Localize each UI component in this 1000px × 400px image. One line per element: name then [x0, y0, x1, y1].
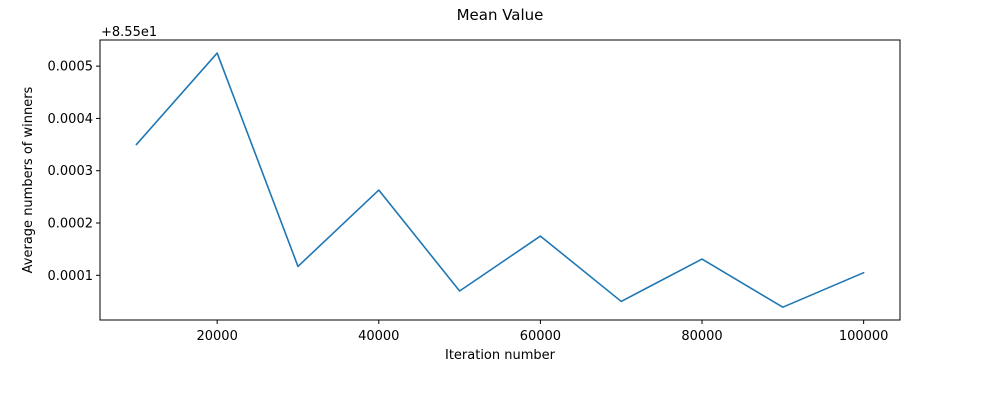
x-tick-label: 20000: [196, 329, 237, 344]
x-tick-label: 60000: [520, 329, 561, 344]
data-point: [135, 143, 137, 145]
data-point: [297, 265, 299, 267]
y-tick-label: 0.0003: [48, 164, 94, 179]
x-tick-label: 80000: [681, 329, 722, 344]
x-axis: 20000 40000 60000 80000 100000: [196, 320, 888, 344]
data-point: [782, 306, 784, 308]
y-axis: 0.0001 0.0002 0.0003 0.0004 0.0005: [48, 60, 100, 284]
data-point: [620, 300, 622, 302]
x-axis-label: Iteration number: [445, 348, 556, 363]
data-point: [862, 271, 864, 273]
y-tick-label: 0.0002: [48, 217, 94, 232]
data-point: [539, 235, 541, 237]
series-line: [135, 52, 865, 308]
y-tick-label: 0.0001: [48, 269, 94, 284]
plot-frame: [99, 39, 901, 321]
y-axis-label: Average numbers of winners: [21, 86, 36, 273]
data-point: [378, 189, 380, 191]
data-point: [701, 258, 703, 260]
chart-title: Mean Value: [457, 6, 544, 24]
x-tick-label: 40000: [358, 329, 399, 344]
plot-area: [135, 52, 865, 308]
x-tick-label: 100000: [839, 329, 889, 344]
y-offset-label: +8.55e1: [101, 25, 157, 40]
data-point: [216, 52, 218, 54]
data-point: [458, 290, 460, 292]
y-tick-label: 0.0004: [48, 112, 94, 127]
y-tick-label: 0.0005: [48, 60, 94, 75]
